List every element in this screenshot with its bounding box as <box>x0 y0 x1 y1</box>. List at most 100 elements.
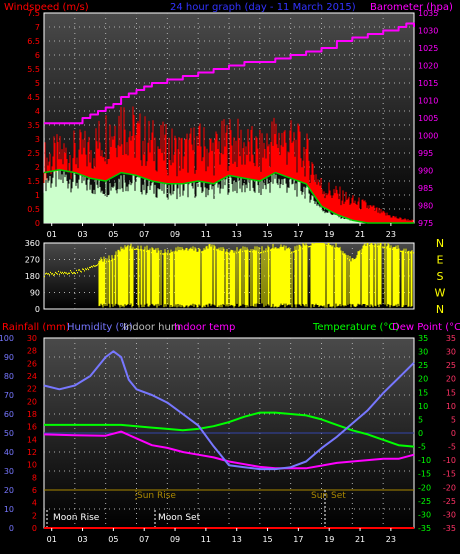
humidity-tick-label: 50 <box>4 429 14 438</box>
time-axis-top: 01 03 05 07 09 11 13 15 17 19 21 23 <box>47 223 396 239</box>
x-tick-label: 15 <box>262 535 272 544</box>
direction-point <box>400 250 401 252</box>
direction-point <box>55 271 56 274</box>
rainfall-tick-label: 24 <box>27 372 37 381</box>
temperature-tick-label-right: -20 <box>443 483 456 492</box>
direction-point <box>91 265 92 268</box>
direction-point <box>53 274 54 276</box>
temperature-tick-label-right: 15 <box>446 388 456 397</box>
x-tick-label: 07 <box>139 535 149 544</box>
direction-point <box>249 250 250 253</box>
barometer-axis: 975 980 985 990 995 1000 1005 1010 1015 1020 1025 1… <box>418 9 438 228</box>
temperature-tick-label: 30 <box>418 348 428 357</box>
time-axis-bottom: 01 03 05 07 09 11 13 15 17 19 21 23 <box>47 528 396 544</box>
direction-point <box>64 271 65 274</box>
windspeed-tick-label: 3 <box>35 135 40 144</box>
direction-point <box>79 269 80 271</box>
humidity-tick-label: 80 <box>4 372 14 381</box>
humidity-tick-label: 70 <box>4 391 14 400</box>
windspeed-tick-label: 1 <box>35 191 40 200</box>
direction-point <box>76 269 77 272</box>
chart-title: 24 hour graph (day - 11 March 2015) <box>170 2 356 13</box>
direction-point <box>71 271 72 273</box>
humidity-axis: 0 10 20 30 40 50 60 70 80 90 100 <box>0 334 14 533</box>
direction-point <box>51 273 52 275</box>
windspeed-tick-label: 3.5 <box>27 121 40 130</box>
direction-point <box>97 264 98 266</box>
rainfall-tick-label: 14 <box>27 435 37 444</box>
legend-dew-point: Dew Point (°C) <box>392 322 460 333</box>
direction-point <box>45 273 46 275</box>
direction-point <box>82 268 83 270</box>
x-tick-label: 15 <box>262 230 272 239</box>
legend-indoor-temp: Indoor temp <box>174 322 235 333</box>
direction-point <box>57 273 58 275</box>
direction-point <box>94 265 95 267</box>
direction-point <box>49 274 50 276</box>
temperature-line <box>44 411 415 448</box>
direction-point <box>80 270 81 272</box>
barometer-tick-label: 985 <box>418 184 433 193</box>
barometer-tick-label: 1010 <box>418 97 438 106</box>
compass-label: E <box>437 254 444 267</box>
barometer-tick-label: 1020 <box>418 62 438 71</box>
temperature-tick-label-right: 5 <box>451 415 456 424</box>
temperature-tick-label: -5 <box>418 443 426 452</box>
barometer-tick-label: 1030 <box>418 27 438 36</box>
barometer-tick-label: 1005 <box>418 114 438 123</box>
x-tick-label: 23 <box>386 535 396 544</box>
barometer-tick-label: 975 <box>418 219 433 228</box>
humidity-tick-label: 90 <box>4 353 14 362</box>
sun-rise-label: Sun Rise <box>137 491 176 501</box>
x-tick-label: 23 <box>386 230 396 239</box>
direction-point <box>62 271 63 274</box>
compass-label: W <box>435 287 446 300</box>
moon-rise-label: Moon Rise <box>53 513 100 523</box>
windspeed-tick-label: 2 <box>35 163 40 172</box>
temperature-tick-label-right: -10 <box>443 456 456 465</box>
temperature-tick-label: -25 <box>418 497 431 506</box>
wind-panel-series <box>43 22 415 224</box>
direction-point <box>162 253 163 255</box>
direction-point <box>96 264 97 267</box>
direction-tick-label: 90 <box>30 289 40 298</box>
windspeed-tick-label: 7 <box>35 23 40 32</box>
x-tick-label: 17 <box>293 230 303 239</box>
direction-point <box>309 245 310 248</box>
rainfall-tick-label: 2 <box>32 511 37 520</box>
direction-point <box>54 273 55 275</box>
windspeed-tick-label: 1.5 <box>27 177 40 186</box>
legend-indoor-hum: Indoor hum <box>123 322 181 333</box>
humidity-tick-label: 100 <box>0 334 14 343</box>
direction-point <box>46 272 47 274</box>
direction-point <box>382 246 383 248</box>
windspeed-tick-label: 6.5 <box>27 37 40 46</box>
rainfall-tick-label: 26 <box>27 359 37 368</box>
temperature-axis-right: -35 -30 -25 -20 -15 -10 -5 0 5 10 15 20 25 30 35 <box>443 334 456 533</box>
humidity-line <box>43 350 415 471</box>
direction-point <box>85 268 86 270</box>
barometer-tick-label: 980 <box>418 202 433 211</box>
direction-tick-label: 360 <box>25 239 40 248</box>
direction-point <box>95 265 96 267</box>
rainfall-tick-label: 16 <box>27 423 37 432</box>
direction-panel-series <box>44 243 414 308</box>
windspeed-tick-label: 5.5 <box>27 65 40 74</box>
x-tick-label: 05 <box>108 535 118 544</box>
moon-set-label: Moon Set <box>158 513 201 523</box>
direction-point <box>413 252 414 254</box>
direction-tick-label: 180 <box>25 272 40 281</box>
x-tick-label: 03 <box>77 535 87 544</box>
x-tick-label: 01 <box>47 535 57 544</box>
legend-rainfall: Rainfall (mm) <box>2 322 70 333</box>
direction-point <box>83 268 84 271</box>
direction-point <box>74 272 75 274</box>
direction-point <box>48 273 49 275</box>
direction-point <box>78 269 79 271</box>
rainfall-tick-label: 8 <box>32 473 37 482</box>
direction-point <box>58 270 59 273</box>
